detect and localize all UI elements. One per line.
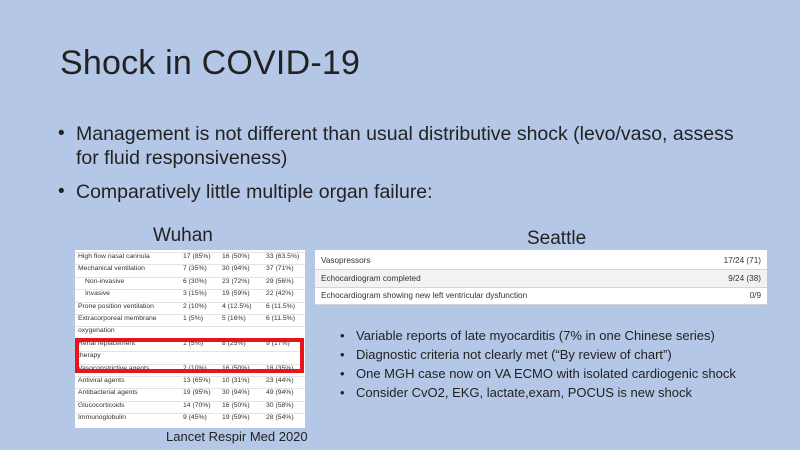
wuhan-row-label: oxygenation <box>78 327 115 335</box>
wuhan-table-row: therapy <box>75 351 305 364</box>
wuhan-row-value: 49 (94%) <box>266 389 294 397</box>
sub-bullet-consider: Consider CvO2, EKG, lactate,exam, POCUS … <box>340 383 770 402</box>
wuhan-row-value: 23 (72%) <box>222 277 250 285</box>
slide-title: Shock in COVID-19 <box>60 44 361 82</box>
wuhan-row-label: therapy <box>78 352 101 360</box>
wuhan-row-value: 30 (94%) <box>222 389 250 397</box>
highlight-box <box>75 338 304 373</box>
wuhan-row-value: 19 (95%) <box>183 389 211 397</box>
seattle-table-row: Vasopressors 17/24 (71) <box>315 252 767 270</box>
wuhan-table-row: Antiviral agents 13 (65%) 10 (31%) 23 (44%) <box>75 376 305 389</box>
wuhan-row-value: 10 (31%) <box>222 377 250 384</box>
citation: Lancet Respir Med 2020 <box>166 429 308 444</box>
seattle-row-label: Echocardiogram showing new left ventricu… <box>321 291 528 300</box>
wuhan-row-value: 6 (11.5%) <box>266 315 295 322</box>
wuhan-row-label: Antiviral agents <box>78 377 125 384</box>
wuhan-table-row: Extracorporeal membrane 1 (5%) 5 (16%) 6 (1… <box>75 314 305 327</box>
bullet-management: Management is not different than usual d… <box>58 122 758 170</box>
wuhan-row-value: 37 (71%) <box>266 265 294 273</box>
seattle-row-label: Vasopressors <box>321 256 371 265</box>
sub-bullet-myocarditis: Variable reports of late myocarditis (7%… <box>340 326 770 345</box>
wuhan-table-row: Mechanical ventilation 7 (35%) 30 (94%) 37 … <box>75 264 305 277</box>
sub-bullet-mgh-case: One MGH case now on VA ECMO with isolate… <box>340 364 770 383</box>
bullet-organ-failure: Comparatively little multiple organ fail… <box>58 180 758 204</box>
wuhan-table-row: Immunoglobulin 9 (45%) 19 (59%) 28 (54%) <box>75 413 305 426</box>
wuhan-row-value: 16 (50%) <box>222 364 250 372</box>
wuhan-row-value: 29 (56%) <box>266 277 294 285</box>
wuhan-label: Wuhan <box>153 225 213 246</box>
wuhan-row-label: Prone position ventilation <box>78 302 154 310</box>
seattle-table-row: Echocardiogram showing new left ventricu… <box>315 287 767 305</box>
wuhan-table: High flow nasal cannula 17 (85%) 16 (50%) 3… <box>75 250 305 428</box>
wuhan-table-row: oxygenation <box>75 326 305 339</box>
wuhan-row-value: 19 (59%) <box>222 290 250 298</box>
wuhan-row-value: 3 (15%) <box>183 290 207 298</box>
wuhan-row-label: Vasoconstrictive agents <box>78 364 150 372</box>
wuhan-table-row: Non-invasive 6 (30%) 23 (72%) 29 (56%) <box>75 276 305 290</box>
wuhan-row-label: Antibacterial agents <box>78 389 138 397</box>
wuhan-row-value: 16 (50%) <box>222 401 250 409</box>
wuhan-row-value: 13 (65%) <box>183 377 211 384</box>
wuhan-row-label: Mechanical ventilation <box>78 265 145 273</box>
wuhan-row-value: 9 (17%) <box>266 339 290 347</box>
wuhan-row-value: 7 (35%) <box>183 265 207 273</box>
wuhan-row-value: 1 (5%) <box>183 339 204 347</box>
wuhan-row-label: Glucocorticoids <box>78 401 125 409</box>
wuhan-row-value: 8 (25%) <box>222 339 246 347</box>
seattle-row-value: 17/24 (71) <box>723 256 761 265</box>
wuhan-row-value: 9 (45%) <box>183 414 207 422</box>
wuhan-row-label: Extracorporeal membrane <box>78 315 157 322</box>
wuhan-row-value: 6 (11.5%) <box>266 302 295 310</box>
seattle-table: Vasopressors 17/24 (71) Echocardiogram com… <box>315 250 767 305</box>
wuhan-row-value: 2 (10%) <box>183 364 207 372</box>
wuhan-table-row: Glucocorticoids 14 (70%) 16 (50%) 30 (58%) <box>75 400 305 414</box>
wuhan-row-label: Non-invasive <box>85 277 125 285</box>
wuhan-table-row: High flow nasal cannula 17 (85%) 16 (50%) 3… <box>75 252 305 265</box>
seattle-label: Seattle <box>527 228 587 249</box>
wuhan-row-value: 33 (63.5%) <box>266 253 300 260</box>
wuhan-row-value: 4 (12.5%) <box>222 302 252 310</box>
wuhan-row-value: 19 (59%) <box>222 414 250 422</box>
main-bullet-list: Management is not different than usual d… <box>58 122 758 214</box>
wuhan-row-value: 17 (85%) <box>183 253 211 260</box>
wuhan-table-row: Prone position ventilation 2 (10%) 4 (12.5… <box>75 301 305 315</box>
wuhan-row-value: 30 (94%) <box>222 265 250 273</box>
wuhan-table-row: Antibacterial agents 19 (95%) 30 (94%) 49 (… <box>75 388 305 401</box>
wuhan-row-value: 16 (50%) <box>222 253 250 260</box>
wuhan-row-label: Invasive <box>85 290 110 298</box>
wuhan-row-value: 22 (42%) <box>266 290 294 298</box>
wuhan-row-value: 14 (70%) <box>183 401 211 409</box>
seattle-row-value: 0/9 <box>749 291 761 300</box>
seattle-row-label: Echocardiogram completed <box>321 273 421 283</box>
wuhan-table-row: Vasoconstrictive agents 2 (10%) 16 (50%) 18… <box>75 363 305 377</box>
sub-bullet-list: Variable reports of late myocarditis (7%… <box>340 326 770 402</box>
wuhan-row-value: 28 (54%) <box>266 414 294 422</box>
sub-bullet-criteria: Diagnostic criteria not clearly met (“By… <box>340 345 770 364</box>
wuhan-row-label: Immunoglobulin <box>78 414 126 422</box>
wuhan-row-label: Renal replacement <box>78 339 136 347</box>
wuhan-row-value: 30 (58%) <box>266 401 294 409</box>
wuhan-row-value: 5 (16%) <box>222 315 246 322</box>
wuhan-row-value: 2 (10%) <box>183 302 207 310</box>
wuhan-table-row: Invasive 3 (15%) 19 (59%) 22 (42%) <box>75 289 305 302</box>
wuhan-row-value: 18 (35%) <box>266 364 294 372</box>
wuhan-row-value: 1 (5%) <box>183 315 204 322</box>
wuhan-row-value: 23 (44%) <box>266 377 294 384</box>
seattle-row-value: 9/24 (38) <box>728 273 761 283</box>
seattle-table-row: Echocardiogram completed 9/24 (38) <box>315 269 767 288</box>
wuhan-row-label: High flow nasal cannula <box>78 253 150 260</box>
wuhan-row-value: 6 (30%) <box>183 277 207 285</box>
